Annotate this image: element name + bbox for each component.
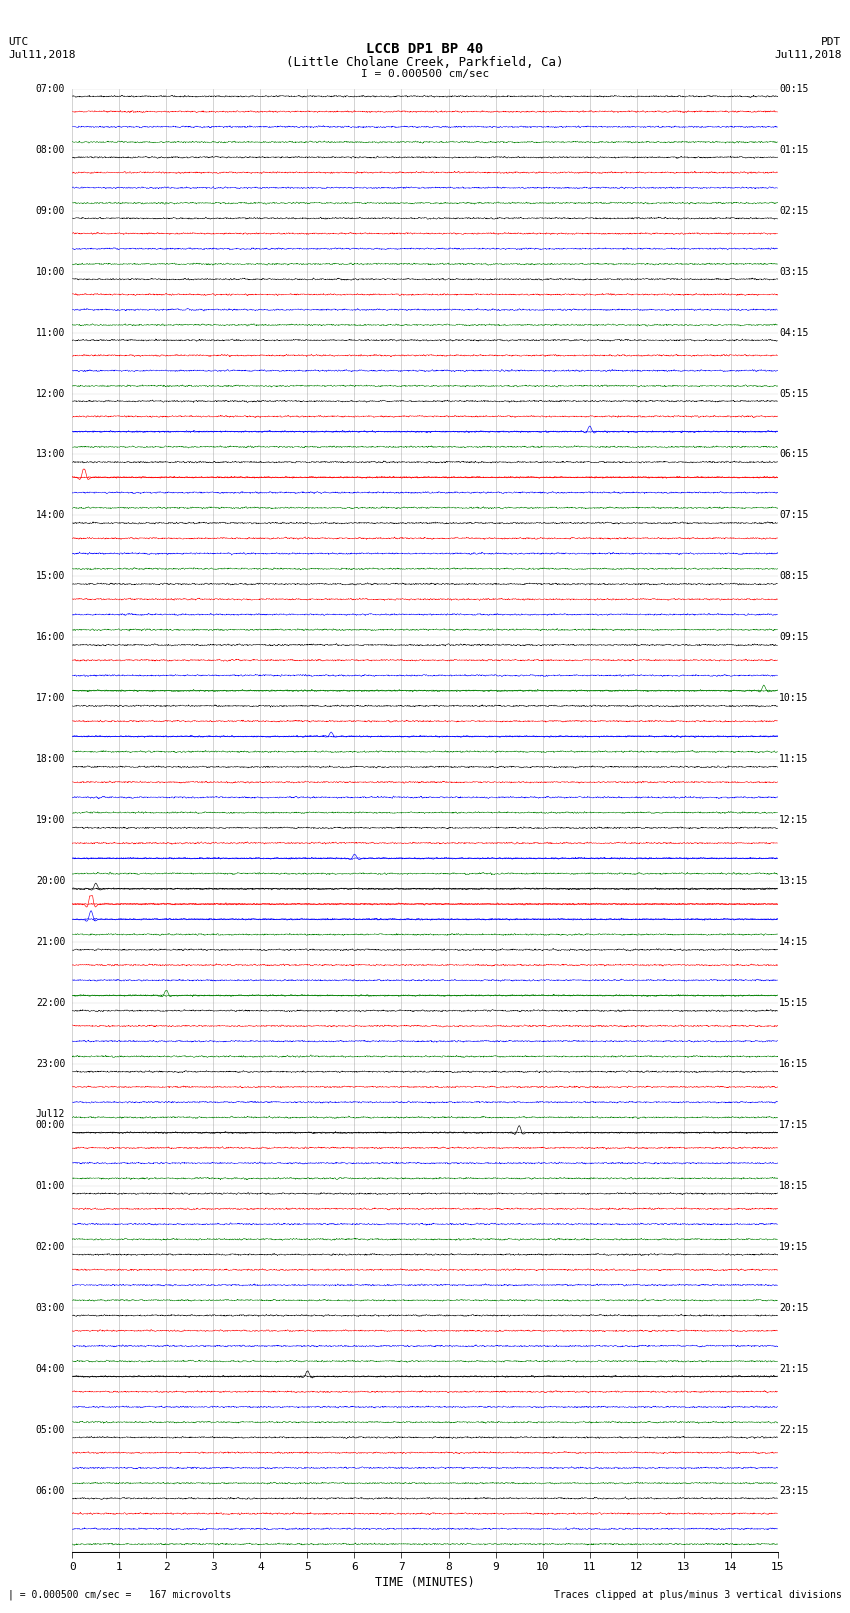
Text: 09:00: 09:00 <box>36 205 65 216</box>
Text: PDT: PDT <box>821 37 842 47</box>
X-axis label: TIME (MINUTES): TIME (MINUTES) <box>375 1576 475 1589</box>
Text: 12:00: 12:00 <box>36 389 65 398</box>
Text: 09:15: 09:15 <box>779 632 808 642</box>
Text: 05:00: 05:00 <box>36 1424 65 1436</box>
Text: 22:15: 22:15 <box>779 1424 808 1436</box>
Text: 05:15: 05:15 <box>779 389 808 398</box>
Text: 12:15: 12:15 <box>779 815 808 826</box>
Text: 19:00: 19:00 <box>36 815 65 826</box>
Text: 18:00: 18:00 <box>36 755 65 765</box>
Text: 10:00: 10:00 <box>36 266 65 276</box>
Text: 11:15: 11:15 <box>779 755 808 765</box>
Text: 15:00: 15:00 <box>36 571 65 581</box>
Text: 17:00: 17:00 <box>36 694 65 703</box>
Text: I = 0.000500 cm/sec: I = 0.000500 cm/sec <box>361 69 489 79</box>
Text: 04:00: 04:00 <box>36 1365 65 1374</box>
Text: 14:15: 14:15 <box>779 937 808 947</box>
Text: 06:00: 06:00 <box>36 1486 65 1495</box>
Text: 11:00: 11:00 <box>36 327 65 337</box>
Text: 08:15: 08:15 <box>779 571 808 581</box>
Text: 19:15: 19:15 <box>779 1242 808 1252</box>
Text: 04:15: 04:15 <box>779 327 808 337</box>
Text: 01:15: 01:15 <box>779 145 808 155</box>
Text: 10:15: 10:15 <box>779 694 808 703</box>
Text: 14:00: 14:00 <box>36 510 65 521</box>
Text: 06:15: 06:15 <box>779 450 808 460</box>
Text: 23:15: 23:15 <box>779 1486 808 1495</box>
Text: Jul12: Jul12 <box>36 1110 65 1119</box>
Text: 08:00: 08:00 <box>36 145 65 155</box>
Text: 21:00: 21:00 <box>36 937 65 947</box>
Text: 01:00: 01:00 <box>36 1181 65 1190</box>
Text: 13:15: 13:15 <box>779 876 808 886</box>
Text: 02:00: 02:00 <box>36 1242 65 1252</box>
Text: 20:15: 20:15 <box>779 1303 808 1313</box>
Text: Jul11,2018: Jul11,2018 <box>8 50 76 60</box>
Text: Jul11,2018: Jul11,2018 <box>774 50 842 60</box>
Text: 13:00: 13:00 <box>36 450 65 460</box>
Text: 17:15: 17:15 <box>779 1119 808 1131</box>
Text: 00:15: 00:15 <box>779 84 808 94</box>
Text: 03:00: 03:00 <box>36 1303 65 1313</box>
Text: UTC: UTC <box>8 37 29 47</box>
Text: 20:00: 20:00 <box>36 876 65 886</box>
Text: 03:15: 03:15 <box>779 266 808 276</box>
Text: 07:15: 07:15 <box>779 510 808 521</box>
Text: | = 0.000500 cm/sec =   167 microvolts: | = 0.000500 cm/sec = 167 microvolts <box>8 1589 232 1600</box>
Text: 16:00: 16:00 <box>36 632 65 642</box>
Text: 00:00: 00:00 <box>36 1119 65 1131</box>
Text: 07:00: 07:00 <box>36 84 65 94</box>
Text: LCCB DP1 BP 40: LCCB DP1 BP 40 <box>366 42 484 56</box>
Text: 18:15: 18:15 <box>779 1181 808 1190</box>
Text: 21:15: 21:15 <box>779 1365 808 1374</box>
Text: 02:15: 02:15 <box>779 205 808 216</box>
Text: 16:15: 16:15 <box>779 1060 808 1069</box>
Text: 23:00: 23:00 <box>36 1060 65 1069</box>
Text: Traces clipped at plus/minus 3 vertical divisions: Traces clipped at plus/minus 3 vertical … <box>553 1590 842 1600</box>
Text: (Little Cholane Creek, Parkfield, Ca): (Little Cholane Creek, Parkfield, Ca) <box>286 56 564 69</box>
Text: 22:00: 22:00 <box>36 998 65 1008</box>
Text: 15:15: 15:15 <box>779 998 808 1008</box>
